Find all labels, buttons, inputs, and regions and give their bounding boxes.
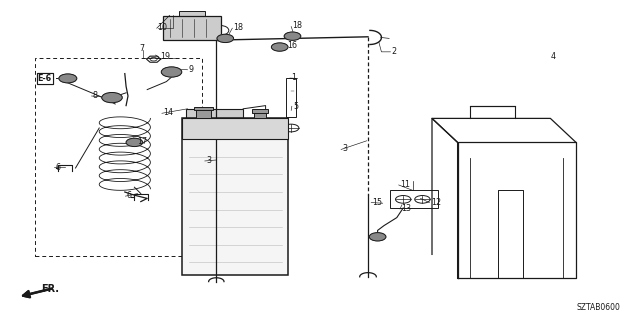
Text: 12: 12 (431, 198, 441, 207)
Bar (189, 131, 198, 138)
Bar (227, 111, 236, 129)
Text: 14: 14 (163, 108, 173, 117)
Text: 2: 2 (392, 47, 397, 56)
Circle shape (284, 32, 301, 40)
Bar (202, 111, 211, 129)
Text: 17: 17 (138, 137, 148, 146)
Bar (35, 58, 202, 256)
Circle shape (161, 67, 182, 77)
Text: FR.: FR. (42, 284, 60, 294)
Text: SZTAB0600: SZTAB0600 (577, 303, 621, 312)
Text: 1: 1 (291, 73, 296, 82)
Text: 3: 3 (342, 144, 348, 153)
Bar (182, 118, 288, 139)
Bar (254, 113, 266, 118)
Bar (214, 111, 223, 129)
Text: 3: 3 (206, 156, 211, 165)
Text: 5: 5 (293, 102, 298, 111)
Circle shape (59, 74, 77, 83)
Bar (189, 111, 198, 129)
Circle shape (126, 138, 143, 147)
Bar (390, 190, 438, 208)
Circle shape (217, 34, 234, 43)
Text: E-6: E-6 (38, 74, 52, 83)
Text: 15: 15 (372, 198, 383, 207)
Bar (286, 78, 296, 117)
Bar (227, 131, 237, 138)
Bar (182, 118, 288, 275)
Text: 11: 11 (400, 180, 410, 188)
Text: E-6: E-6 (38, 74, 52, 83)
Text: 10: 10 (157, 23, 167, 32)
Bar (194, 107, 213, 110)
Text: 9: 9 (189, 65, 194, 74)
Text: 6: 6 (55, 163, 60, 172)
Bar (186, 109, 243, 131)
Circle shape (369, 233, 386, 241)
Bar (179, 11, 205, 16)
Text: 7: 7 (140, 44, 145, 53)
Bar (252, 109, 268, 113)
Bar (196, 110, 211, 118)
Text: 19: 19 (160, 52, 170, 60)
Text: 6: 6 (127, 191, 132, 200)
Text: 4: 4 (550, 52, 556, 60)
Text: 8: 8 (93, 91, 98, 100)
Circle shape (102, 92, 122, 103)
Text: 13: 13 (401, 204, 412, 213)
Text: 16: 16 (287, 41, 297, 50)
Bar (163, 16, 221, 40)
Text: 18: 18 (292, 21, 303, 30)
Circle shape (271, 43, 288, 51)
Text: 18: 18 (234, 23, 244, 32)
